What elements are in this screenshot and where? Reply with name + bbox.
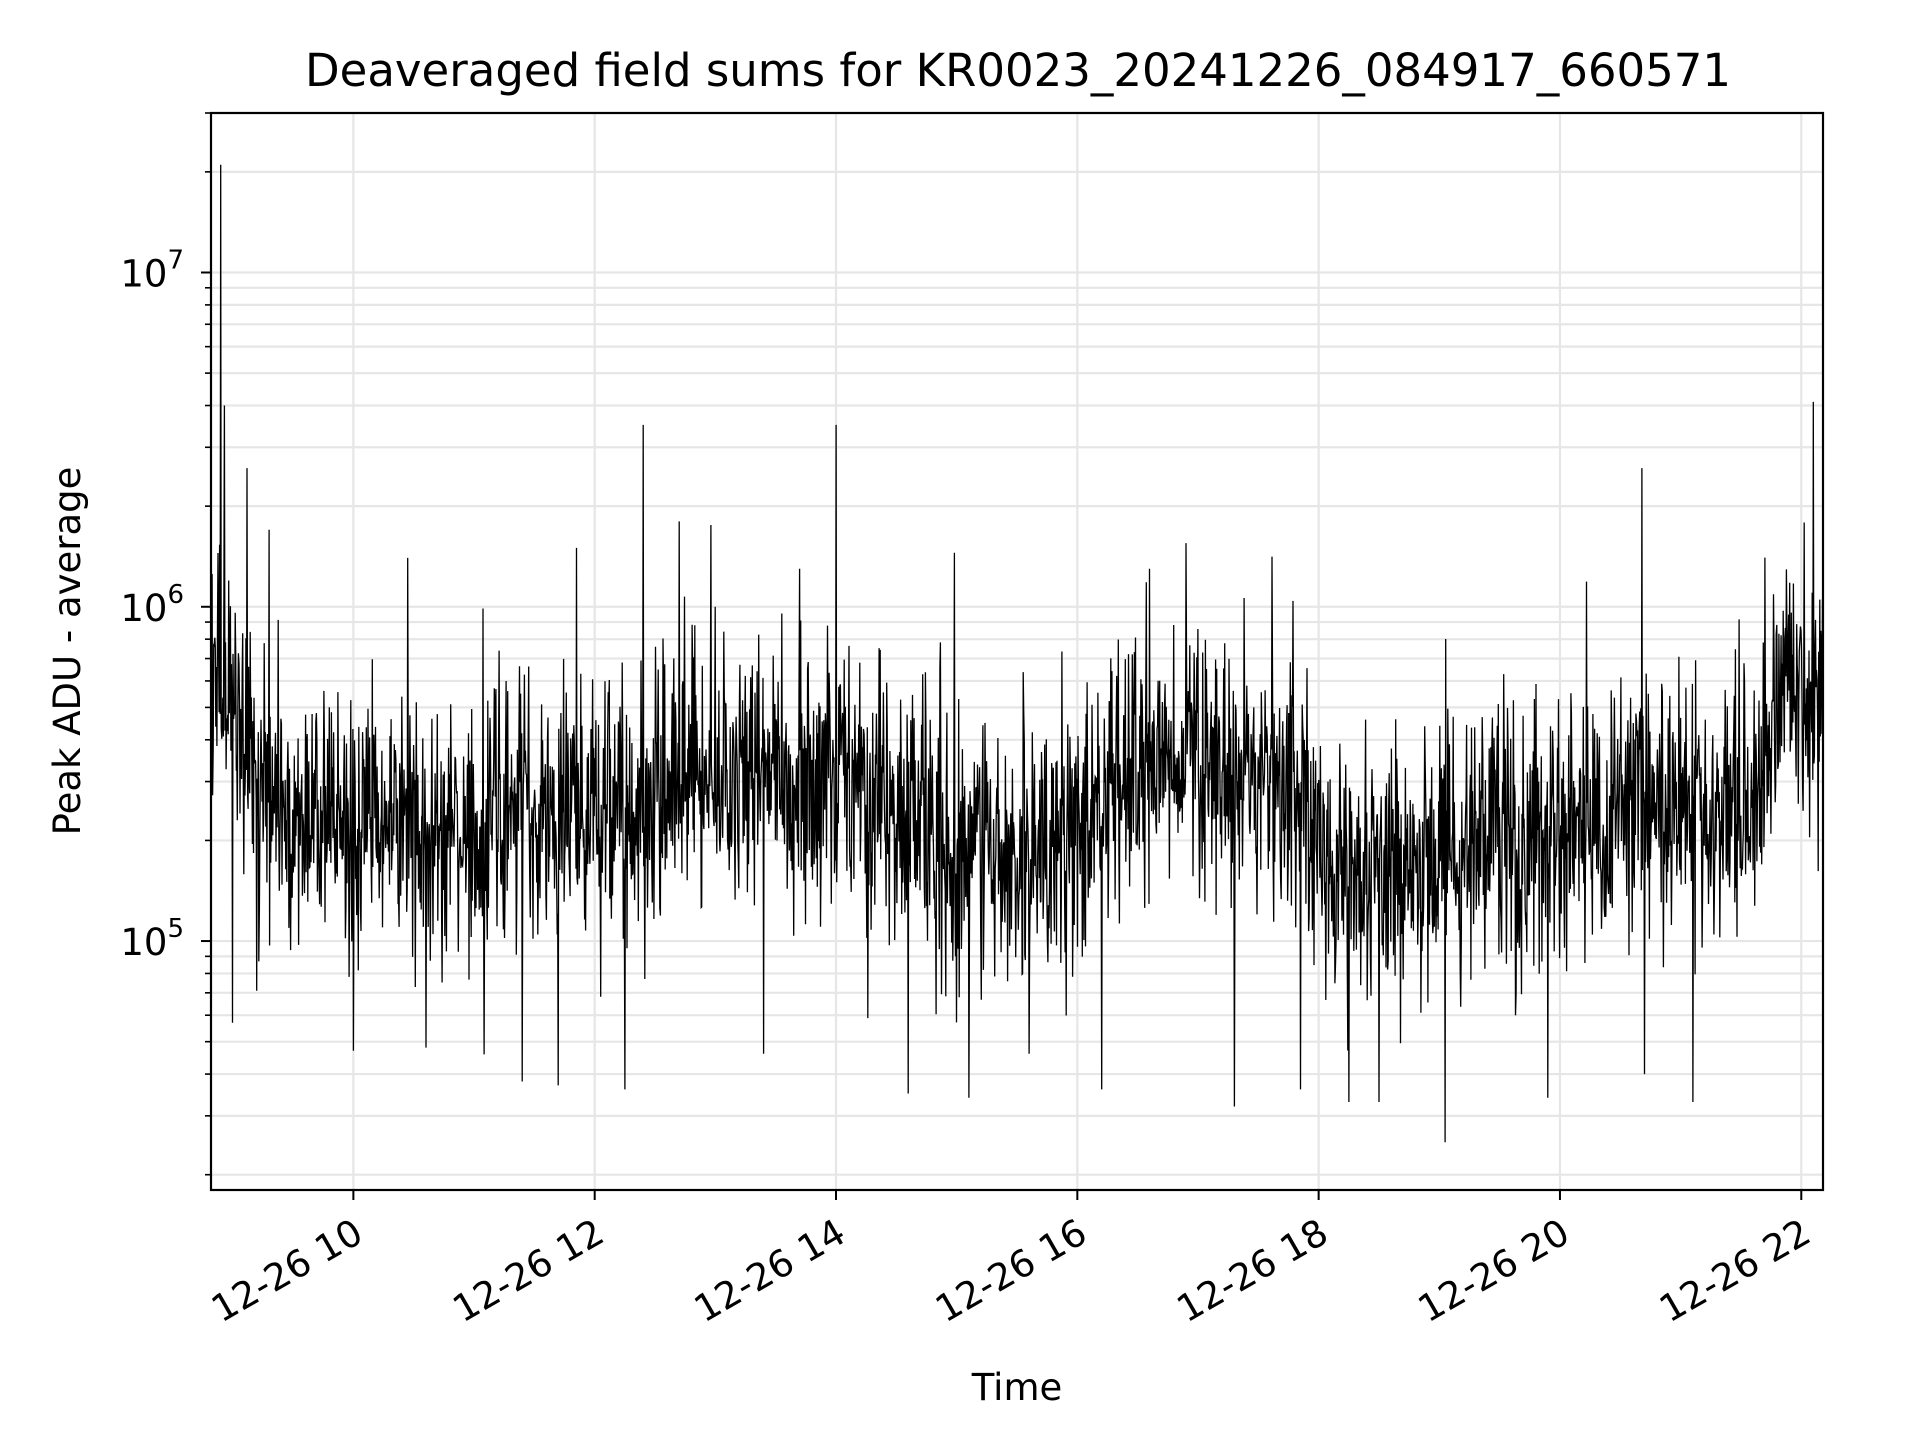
series-line — [210, 164, 1824, 1143]
x-axis-title: Time — [971, 1366, 1063, 1409]
y-tick-label-exponent: 6 — [167, 580, 184, 610]
chart-title: Deaveraged field sums for KR0023_2024122… — [305, 44, 1731, 97]
series-path — [210, 164, 1824, 1143]
y-tick-label-base: 10 — [120, 252, 167, 295]
y-tick-label: 106 — [120, 580, 184, 630]
y-tick-label: 107 — [120, 245, 184, 295]
plot-frame — [209, 111, 1825, 1192]
y-tick-label: 105 — [120, 914, 184, 964]
y-tick-label-base: 10 — [120, 587, 167, 630]
y-tick-label-exponent: 7 — [167, 245, 184, 275]
y-tick-label-exponent: 5 — [167, 914, 184, 944]
y-tick-label-base: 10 — [120, 921, 167, 964]
y-axis-title: Peak ADU - average — [46, 467, 89, 836]
